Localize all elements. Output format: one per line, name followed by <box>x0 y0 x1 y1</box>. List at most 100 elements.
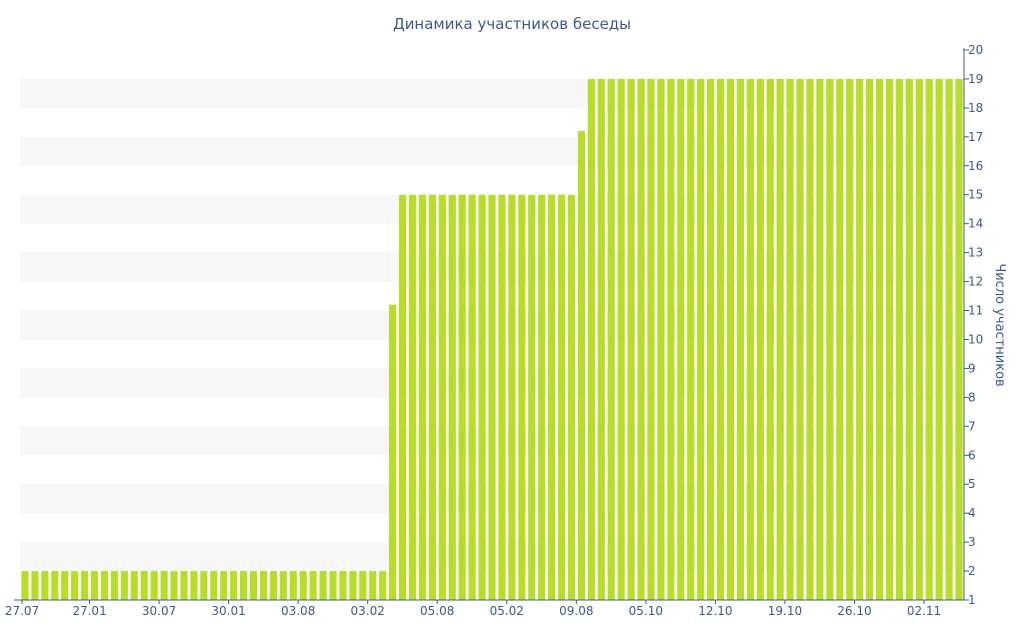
bar[interactable] <box>100 571 109 600</box>
bar[interactable] <box>667 78 675 600</box>
bar[interactable] <box>557 194 566 601</box>
bar[interactable] <box>458 194 466 601</box>
bar[interactable] <box>140 571 148 600</box>
bar[interactable] <box>160 571 168 600</box>
bar[interactable] <box>398 194 407 601</box>
bar[interactable] <box>856 78 864 600</box>
bar[interactable] <box>866 78 874 600</box>
bar[interactable] <box>110 571 118 600</box>
bar[interactable] <box>796 78 804 600</box>
bar[interactable] <box>279 571 287 600</box>
bar[interactable] <box>299 571 307 600</box>
bar[interactable] <box>895 78 903 600</box>
bar[interactable] <box>200 571 208 600</box>
bar[interactable] <box>220 571 228 600</box>
bar[interactable] <box>806 78 814 600</box>
bar[interactable] <box>846 78 854 600</box>
bar[interactable] <box>408 194 417 601</box>
bar[interactable] <box>776 78 784 600</box>
bar[interactable] <box>905 78 913 600</box>
bar[interactable] <box>150 571 158 600</box>
bar[interactable] <box>81 571 89 600</box>
bar[interactable] <box>249 571 258 600</box>
bar[interactable] <box>210 571 218 600</box>
bar[interactable] <box>587 78 595 600</box>
bar[interactable] <box>677 78 685 600</box>
bar[interactable] <box>875 78 884 600</box>
bar[interactable] <box>448 194 456 601</box>
bar[interactable] <box>518 194 526 601</box>
bar[interactable] <box>726 78 735 600</box>
bar[interactable] <box>836 78 844 600</box>
bar[interactable] <box>945 78 953 600</box>
bar[interactable] <box>240 571 248 600</box>
bar[interactable] <box>736 78 744 600</box>
bar[interactable] <box>51 571 59 600</box>
bar[interactable] <box>170 571 178 600</box>
bar[interactable] <box>528 194 536 601</box>
bar[interactable] <box>130 571 138 600</box>
bar[interactable] <box>538 194 546 601</box>
bar[interactable] <box>259 571 268 600</box>
bar[interactable] <box>657 78 665 600</box>
bar[interactable] <box>647 78 655 600</box>
x-tick-label: 30.01 <box>211 604 245 618</box>
bar[interactable] <box>418 194 427 601</box>
bar[interactable] <box>289 571 297 600</box>
bar[interactable] <box>617 78 625 600</box>
bar[interactable] <box>269 571 277 600</box>
bar[interactable] <box>637 78 645 600</box>
bar[interactable] <box>90 571 99 600</box>
bar[interactable] <box>915 78 923 600</box>
bar[interactable] <box>627 78 635 600</box>
bar[interactable] <box>548 194 556 601</box>
bar[interactable] <box>707 78 715 600</box>
bar[interactable] <box>488 194 496 601</box>
y-tick-label: 20 <box>968 43 983 57</box>
bar[interactable] <box>508 194 516 601</box>
bar[interactable] <box>498 194 506 601</box>
bar[interactable] <box>746 78 754 600</box>
bar[interactable] <box>379 571 387 600</box>
bar[interactable] <box>716 78 725 600</box>
bar[interactable] <box>359 571 367 600</box>
bar[interactable] <box>339 571 347 600</box>
bar[interactable] <box>756 78 764 600</box>
bar[interactable] <box>955 78 963 600</box>
bar[interactable] <box>349 571 357 600</box>
bar[interactable] <box>925 78 933 600</box>
bar[interactable] <box>41 571 49 600</box>
bar[interactable] <box>389 304 397 600</box>
bar[interactable] <box>31 571 39 600</box>
bar[interactable] <box>319 571 327 600</box>
bar[interactable] <box>826 78 834 600</box>
bar[interactable] <box>885 78 894 600</box>
bar[interactable] <box>478 194 486 601</box>
bar[interactable] <box>935 78 943 600</box>
bar[interactable] <box>180 571 188 600</box>
bar[interactable] <box>190 571 198 600</box>
bar[interactable] <box>697 78 705 600</box>
bar[interactable] <box>21 571 29 600</box>
x-tick-label: 05.10 <box>629 604 663 618</box>
y-tick-label: 13 <box>968 246 983 260</box>
bar[interactable] <box>786 78 794 600</box>
bar[interactable] <box>120 571 128 600</box>
bar[interactable] <box>369 571 377 600</box>
bar[interactable] <box>567 194 576 601</box>
bar[interactable] <box>816 78 824 600</box>
bar[interactable] <box>468 194 476 601</box>
bar[interactable] <box>607 78 615 600</box>
bar[interactable] <box>71 571 79 600</box>
bar[interactable] <box>438 194 446 601</box>
bar[interactable] <box>230 571 238 600</box>
bar[interactable] <box>766 78 774 600</box>
bar[interactable] <box>329 571 337 600</box>
bar[interactable] <box>577 131 585 601</box>
bar[interactable] <box>428 194 436 601</box>
bar[interactable] <box>597 78 605 600</box>
y-tick-label: 9 <box>968 361 976 375</box>
bar[interactable] <box>687 78 695 600</box>
bar[interactable] <box>61 571 69 600</box>
bar[interactable] <box>309 571 317 600</box>
